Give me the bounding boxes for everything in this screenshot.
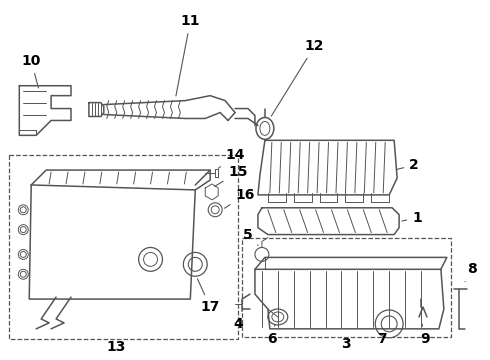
Circle shape [188,257,202,271]
Circle shape [381,316,397,332]
Circle shape [18,205,28,215]
Ellipse shape [268,309,288,325]
Text: 14: 14 [219,148,245,168]
Text: 2: 2 [397,158,419,172]
Circle shape [144,252,157,266]
Circle shape [20,207,26,213]
Circle shape [20,251,26,257]
Bar [242,238,451,337]
Text: 8: 8 [465,262,477,282]
Text: 16: 16 [224,188,255,208]
Circle shape [255,247,269,261]
Text: 6: 6 [267,325,277,346]
Text: 7: 7 [377,332,387,346]
Circle shape [20,271,26,277]
Text: 17: 17 [197,279,220,314]
Text: 3: 3 [342,337,351,351]
Circle shape [18,249,28,260]
Text: 11: 11 [176,14,200,96]
Circle shape [211,206,219,214]
Ellipse shape [256,117,274,139]
Text: 13: 13 [106,340,125,354]
Circle shape [208,203,222,217]
Circle shape [18,269,28,279]
Circle shape [183,252,207,276]
Circle shape [18,225,28,235]
Text: 10: 10 [22,54,41,88]
Ellipse shape [272,312,284,322]
Circle shape [139,247,163,271]
Text: 15: 15 [215,165,248,186]
Ellipse shape [260,121,270,135]
Text: 5: 5 [243,228,258,246]
Text: 1: 1 [402,211,422,225]
Text: 4: 4 [233,310,243,331]
Text: 12: 12 [271,39,324,116]
Circle shape [375,310,403,338]
Text: 9: 9 [420,324,430,346]
Circle shape [20,227,26,233]
Bar [9,155,238,339]
